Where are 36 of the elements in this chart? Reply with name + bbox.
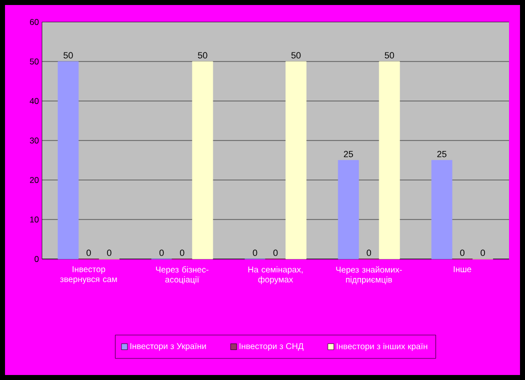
- data-label: 0: [252, 250, 258, 256]
- data-label: 0: [180, 250, 184, 256]
- x-tick-label: Інвестор звернувся сам: [60, 266, 117, 284]
- y-tick-label: 20: [30, 177, 39, 183]
- data-label: 50: [198, 52, 208, 58]
- legend-label: Інвестори з України: [130, 343, 206, 351]
- bar: [58, 61, 79, 260]
- data-label: 0: [273, 250, 278, 256]
- legend-label: Інвестори з СНД: [240, 343, 304, 351]
- data-label: 0: [366, 250, 372, 256]
- data-label: 25: [344, 150, 354, 158]
- x-tick-label: На семінарах, форумах: [248, 266, 303, 284]
- y-tick-label: 40: [30, 98, 39, 104]
- y-tick-label: 10: [30, 216, 39, 222]
- y-tick-label: 60: [30, 19, 39, 25]
- y-tick-label: 50: [30, 58, 39, 64]
- x-tick-label: Інше: [454, 266, 472, 272]
- legend-label: Інвестори з інших країн: [336, 343, 428, 351]
- bar: [378, 61, 400, 260]
- data-label: 25: [437, 150, 446, 158]
- data-label: 50: [64, 52, 73, 58]
- x-tick-label: Через знайомих-підприємців: [336, 266, 402, 284]
- data-label: 0: [107, 250, 112, 256]
- data-label: 0: [460, 250, 464, 256]
- data-label: 0: [86, 250, 91, 256]
- bar: [338, 160, 359, 260]
- bar: [431, 160, 452, 260]
- data-label: 50: [384, 52, 394, 58]
- bar: [192, 61, 214, 260]
- data-label: 0: [480, 250, 485, 256]
- y-tick-label: 0: [34, 256, 39, 262]
- x-tick-label: Через бізнес-асоціації: [156, 266, 208, 284]
- data-label: 50: [291, 52, 301, 58]
- data-label: 0: [159, 250, 164, 256]
- bar: [286, 61, 306, 260]
- y-tick-label: 30: [30, 138, 39, 144]
